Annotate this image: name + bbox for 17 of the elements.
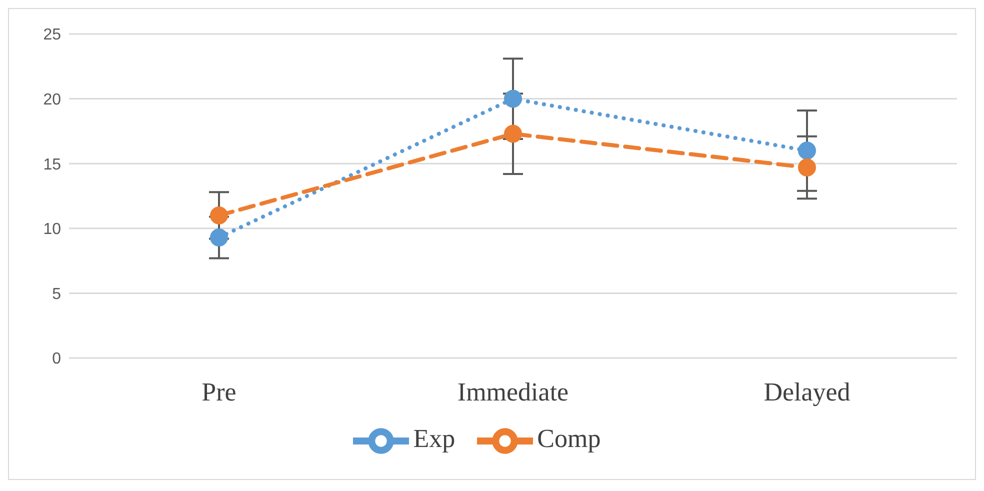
y-tick-label: 0 xyxy=(52,350,62,368)
legend-label: Exp xyxy=(413,424,456,453)
x-tick-label: Delayed xyxy=(764,377,850,406)
point xyxy=(504,90,522,108)
point xyxy=(504,124,522,143)
y-tick-label: 5 xyxy=(52,286,62,303)
point xyxy=(210,206,228,224)
x-tick-label: Pre xyxy=(202,377,236,406)
y-tick-label: 25 xyxy=(43,26,62,44)
y-tick-label: 10 xyxy=(43,221,62,238)
point xyxy=(210,228,228,246)
point xyxy=(798,142,816,160)
legend-label: Comp xyxy=(537,424,601,453)
y-tick-label: 15 xyxy=(43,156,62,174)
point xyxy=(798,158,816,176)
x-tick-label: Immediate xyxy=(457,377,569,406)
y-tick-label: 20 xyxy=(43,91,62,108)
